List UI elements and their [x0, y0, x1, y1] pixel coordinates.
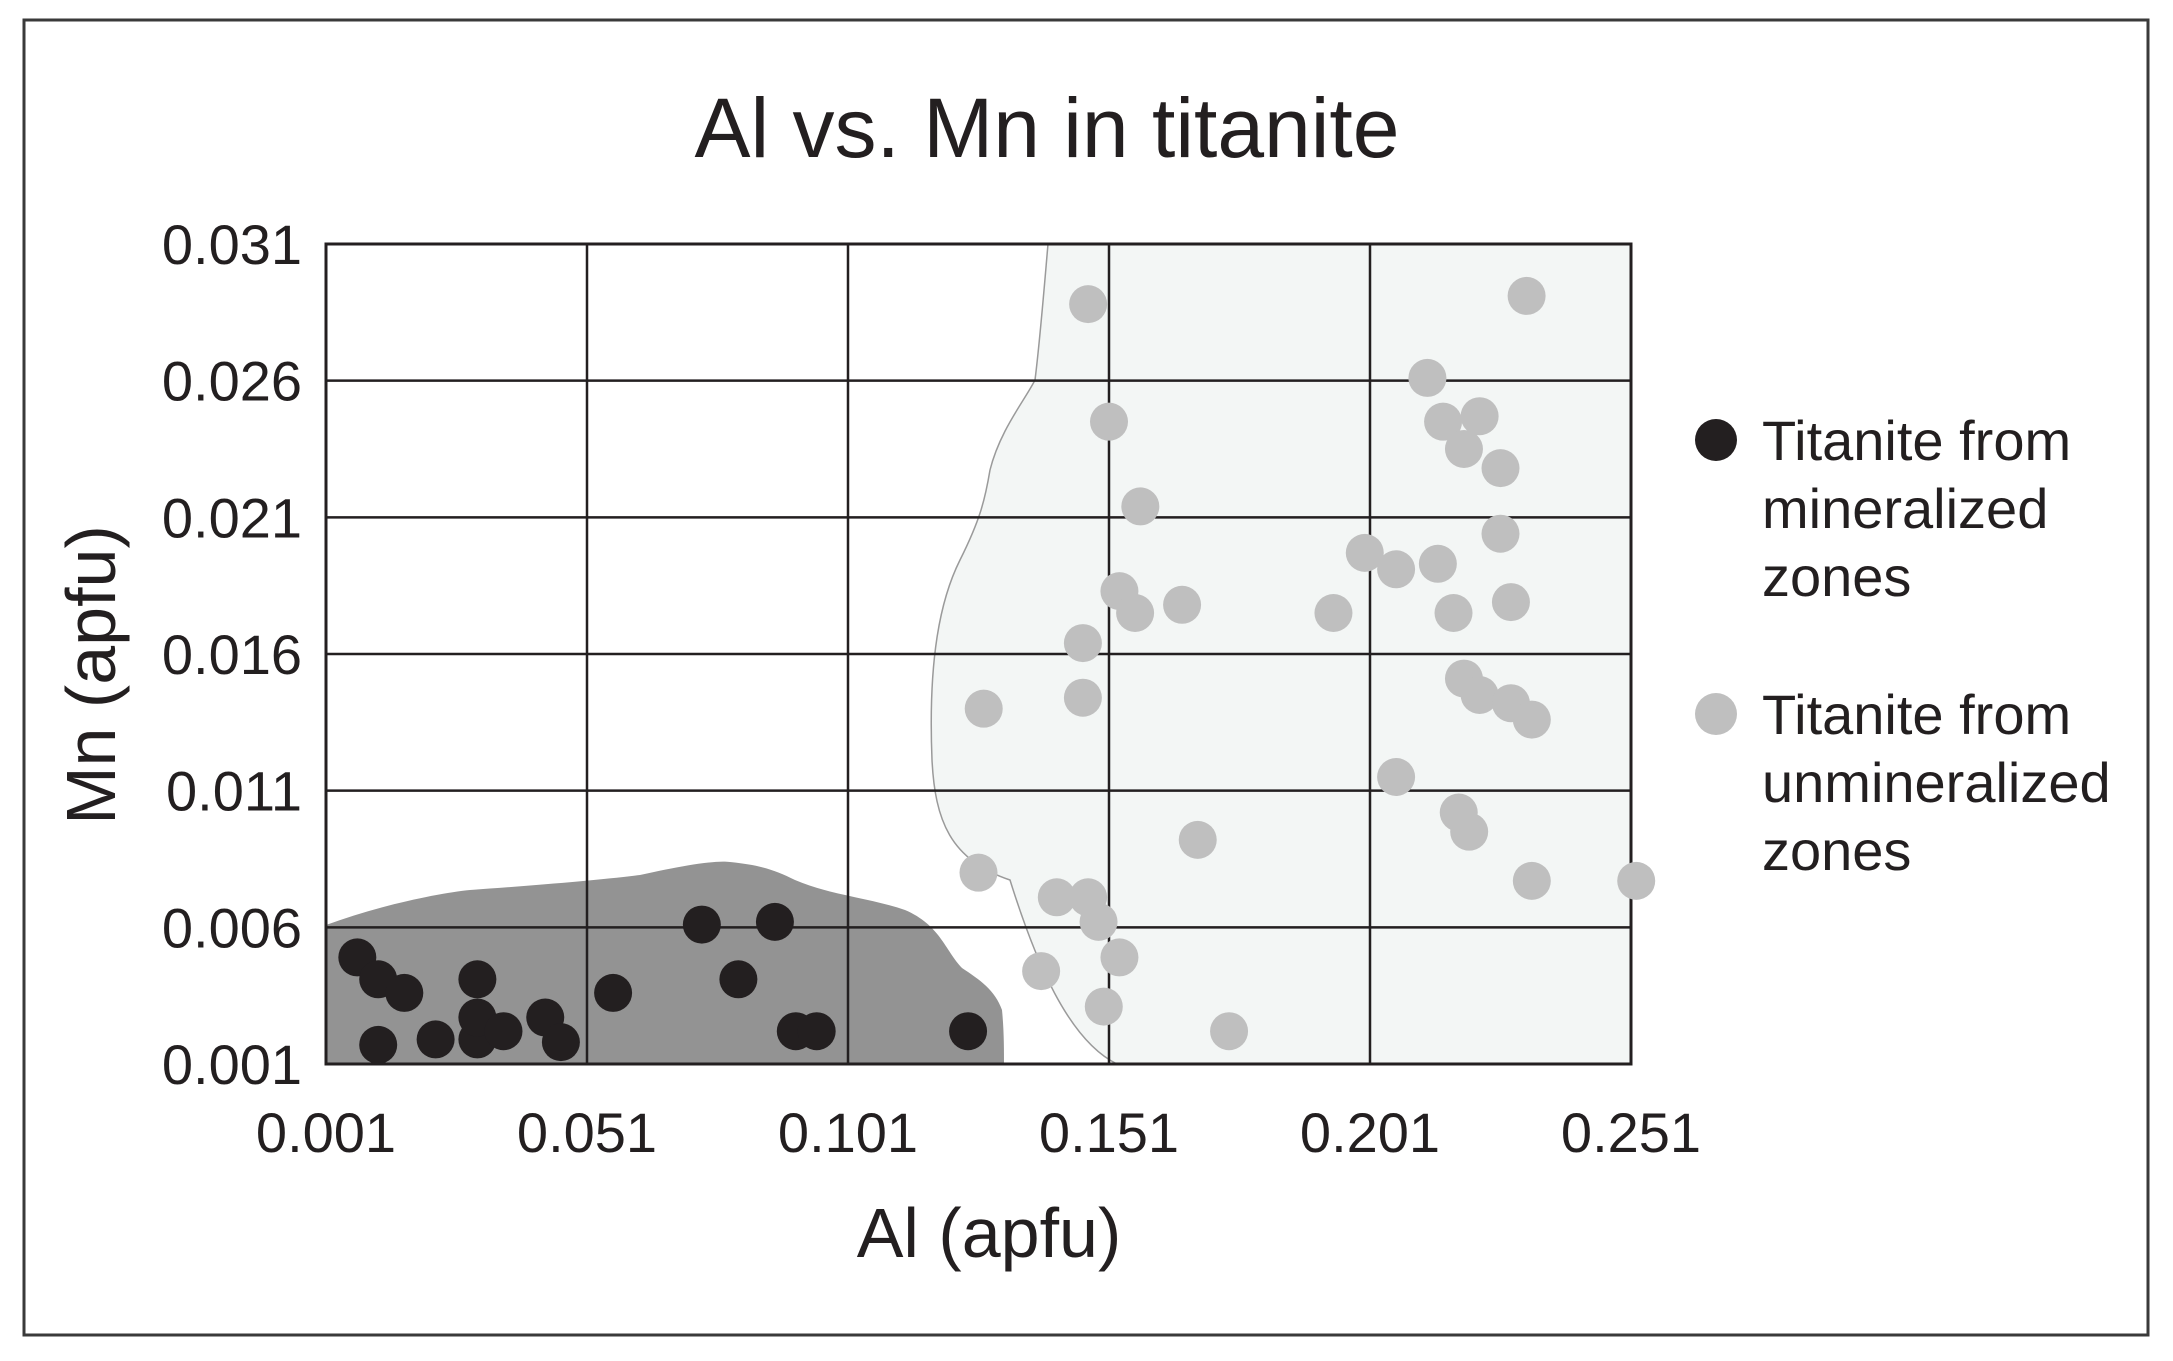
unmineralized-point	[1079, 902, 1118, 941]
mineralized-point	[458, 960, 497, 999]
mineralized-point	[755, 902, 794, 941]
unmineralized-point	[1491, 583, 1530, 622]
x-tick-label: 0.151	[1039, 1101, 1179, 1164]
x-tick-label: 0.001	[256, 1101, 396, 1164]
unmineralized-point	[1121, 487, 1160, 526]
x-axis-title: Al (apfu)	[857, 1194, 1122, 1272]
data-points	[338, 276, 1656, 1064]
unmineralized-point	[1377, 758, 1416, 796]
y-tick-label: 0.016	[162, 623, 302, 686]
legend-label: mineralized	[1762, 477, 2048, 540]
mineralized-point	[484, 1012, 523, 1051]
y-axis-title: Mn (apfu)	[52, 525, 130, 825]
unmineralized-point	[1345, 533, 1384, 572]
unmineralized-point	[1418, 544, 1457, 583]
mineralized-point	[416, 1020, 455, 1059]
unmineralized-point	[1084, 987, 1123, 1026]
unmineralized-point	[1434, 594, 1473, 632]
unmineralized-point	[1090, 402, 1128, 441]
mineralized-point	[359, 1025, 398, 1064]
y-tick-label: 0.001	[162, 1033, 302, 1096]
unmineralized-point	[1460, 676, 1499, 714]
unmineralized-point	[1481, 514, 1520, 553]
y-tick-label: 0.006	[162, 896, 302, 959]
y-tick-labels: 0.001 0.006 0.011 0.016 0.021 0.026 0.031	[162, 213, 302, 1096]
mineralized-point	[541, 1023, 580, 1062]
mineralized-point	[385, 973, 424, 1012]
unmineralized-point	[1512, 700, 1551, 739]
x-tick-label: 0.251	[1561, 1101, 1701, 1164]
y-tick-label: 0.011	[166, 760, 302, 823]
unmineralized-point	[1408, 358, 1447, 397]
unmineralized-point	[1450, 812, 1489, 851]
unmineralized-point	[1377, 550, 1416, 589]
unmineralized-point	[964, 689, 1003, 728]
mineralized-point	[594, 973, 633, 1012]
x-tick-label: 0.101	[778, 1101, 918, 1164]
unmineralized-point	[1063, 624, 1102, 663]
unmineralized-point	[959, 853, 998, 892]
x-tick-labels: 0.001 0.051 0.101 0.151 0.201 0.251	[256, 1101, 1701, 1164]
unmineralized-point	[1100, 938, 1139, 977]
plot-border	[324, 242, 1633, 1066]
y-tick-label: 0.031	[162, 213, 302, 276]
legend-marker-unmineralized	[1695, 693, 1737, 735]
legend-label: Titanite from	[1762, 683, 2071, 746]
legend-label: Titanite from	[1762, 409, 2071, 472]
unmineralized-point	[1210, 1012, 1249, 1051]
x-tick-label: 0.201	[1300, 1101, 1440, 1164]
unmineralized-point	[1116, 594, 1155, 632]
mineralized-point	[797, 1012, 836, 1051]
mineralized-point	[682, 905, 721, 944]
chart-title: Al vs. Mn in titanite	[695, 81, 1400, 175]
unmineralized-point	[1512, 861, 1551, 900]
unmineralized-point	[1507, 276, 1546, 315]
unmineralized-point	[1424, 402, 1463, 441]
unmineralized-point	[1069, 285, 1108, 324]
legend-marker-mineralized	[1695, 419, 1737, 461]
y-tick-label: 0.026	[162, 350, 302, 413]
unmineralized-point	[1444, 430, 1483, 468]
unmineralized-point	[1022, 952, 1061, 991]
unmineralized-point	[1037, 878, 1076, 917]
y-tick-label: 0.021	[162, 486, 302, 549]
legend-label: zones	[1762, 819, 1911, 882]
unmineralized-point	[1178, 820, 1217, 859]
unmineralized-point	[1617, 861, 1656, 900]
unmineralized-point	[1481, 449, 1520, 488]
legend-label: unmineralized	[1762, 751, 2111, 814]
x-tick-label: 0.051	[517, 1101, 657, 1164]
legend-label: zones	[1762, 545, 1911, 608]
mineralized-point	[719, 960, 758, 999]
mineralized-point	[949, 1012, 988, 1051]
unmineralized-point	[1063, 678, 1102, 717]
unmineralized-point	[1314, 594, 1353, 632]
unmineralized-point	[1163, 585, 1202, 624]
unmineralized-point	[1460, 397, 1499, 436]
